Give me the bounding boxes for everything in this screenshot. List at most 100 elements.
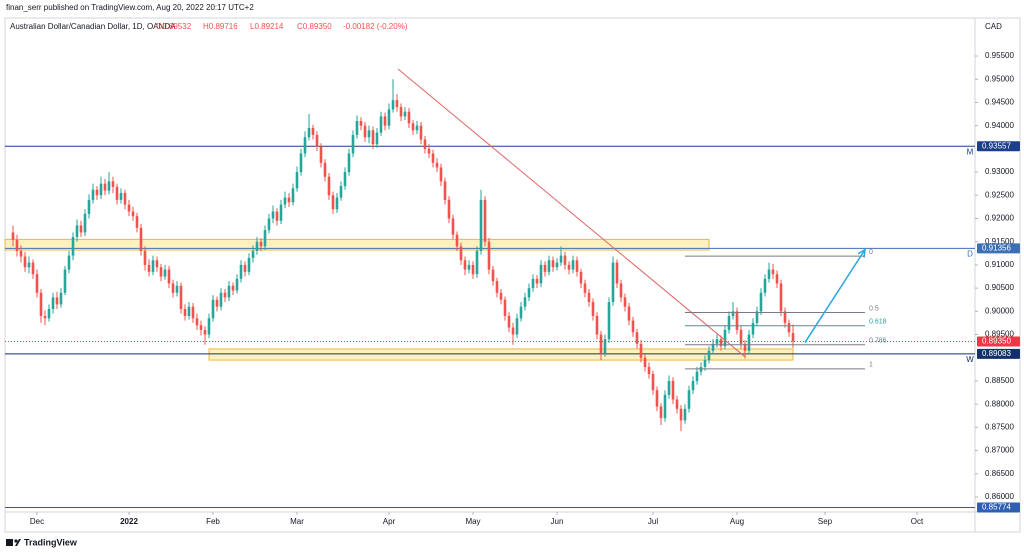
candle-body (219, 292, 223, 307)
candle-body (383, 116, 387, 126)
candle-body (743, 343, 747, 351)
candles-layer (11, 79, 795, 432)
x-tick-label: May (465, 517, 480, 526)
legend-value: H0.89716 (203, 22, 238, 31)
candle-body (727, 315, 731, 330)
candle-body (191, 306, 195, 319)
candle-body (375, 132, 379, 145)
y-tick-label: 0.87500 (985, 422, 1014, 431)
y-tick-label: 0.90000 (985, 306, 1014, 315)
candle-body (71, 237, 75, 256)
candle-body (279, 204, 283, 221)
x-tick-label: Mar (290, 517, 304, 526)
candle-body (695, 371, 699, 381)
candle-body (267, 218, 271, 231)
candle-body (423, 139, 427, 149)
candle-body (775, 274, 779, 284)
candle-body (463, 260, 467, 270)
candle-body (215, 299, 219, 307)
candle-body (671, 380, 675, 400)
level-tag (977, 502, 1020, 513)
candle-body (303, 137, 307, 154)
candle-body (667, 380, 671, 395)
candle-body (39, 292, 43, 316)
candle-body (155, 260, 159, 268)
candle-body (327, 176, 331, 196)
level-tag-label: 0.91356 (982, 243, 1011, 252)
candle-body (147, 264, 151, 272)
footer-brand: TradingView (24, 537, 78, 547)
y-tick-label: 0.86000 (985, 492, 1014, 501)
candle-body (139, 227, 143, 251)
fib-level-label: 0.786 (869, 338, 887, 345)
candle-body (475, 250, 479, 275)
candle-body (719, 339, 723, 347)
candle-body (91, 189, 95, 200)
candle-body (295, 172, 299, 189)
candle-body (603, 339, 607, 354)
candle-body (759, 292, 763, 312)
candle-body (307, 127, 311, 138)
candle-body (739, 329, 743, 344)
candle-body (419, 125, 423, 140)
candle-body (63, 269, 67, 293)
candle-body (583, 283, 587, 293)
candle-body (211, 299, 215, 319)
candle-body (663, 394, 667, 419)
x-tick-label: Sep (818, 517, 833, 526)
candle-body (487, 241, 491, 270)
y-tick-label: 0.95000 (985, 74, 1014, 83)
candle-body (351, 134, 355, 154)
support-resistance-zone (208, 348, 794, 361)
candle-body (175, 285, 179, 293)
candle-body (543, 264, 547, 272)
candle-body (107, 181, 111, 191)
candle-body (223, 292, 227, 298)
candle-body (227, 285, 231, 298)
candle-body (479, 199, 483, 251)
candle-body (259, 241, 263, 247)
candle-body (491, 269, 495, 282)
candle-body (627, 306, 631, 321)
candle-body (703, 360, 707, 368)
y-tick-label: 0.94000 (985, 121, 1014, 130)
candle-body (187, 306, 191, 316)
candle-body (291, 188, 295, 203)
candle-body (767, 269, 771, 279)
candle-body (687, 390, 691, 409)
candle-body (207, 318, 211, 335)
candle-body (283, 197, 287, 205)
legend-value: C0.89350 (297, 22, 332, 31)
y-tick-label: 0.93000 (985, 167, 1014, 176)
candle-body (707, 350, 711, 361)
candle-body (319, 146, 323, 163)
legend-value: -0.00182 (-0.20%) (343, 22, 408, 31)
candle-body (439, 167, 443, 182)
level-tag (977, 243, 1020, 254)
candle-body (399, 107, 403, 117)
candle-body (75, 225, 79, 238)
candle-body (639, 343, 643, 358)
candle-body (35, 274, 39, 293)
candle-body (87, 199, 91, 214)
x-tick-label: Jul (648, 517, 658, 526)
publisher: finan_serr published on TradingView.com,… (6, 3, 254, 12)
candle-body (631, 320, 635, 333)
x-tick-label: Oct (911, 517, 924, 526)
candle-body (51, 297, 55, 310)
candle-body (451, 218, 455, 235)
candle-body (587, 292, 591, 303)
chart-frame (4, 17, 1021, 533)
tradingview-logo (6, 539, 21, 546)
y-tick-label: 0.88500 (985, 376, 1014, 385)
candle-body (19, 250, 23, 257)
candle-body (255, 241, 259, 251)
y-tick-label: 0.86500 (985, 469, 1014, 478)
candle-body (251, 250, 255, 258)
candle-body (459, 246, 463, 261)
candle-body (575, 260, 579, 272)
candle-body (447, 199, 451, 219)
candle-body (659, 406, 663, 419)
